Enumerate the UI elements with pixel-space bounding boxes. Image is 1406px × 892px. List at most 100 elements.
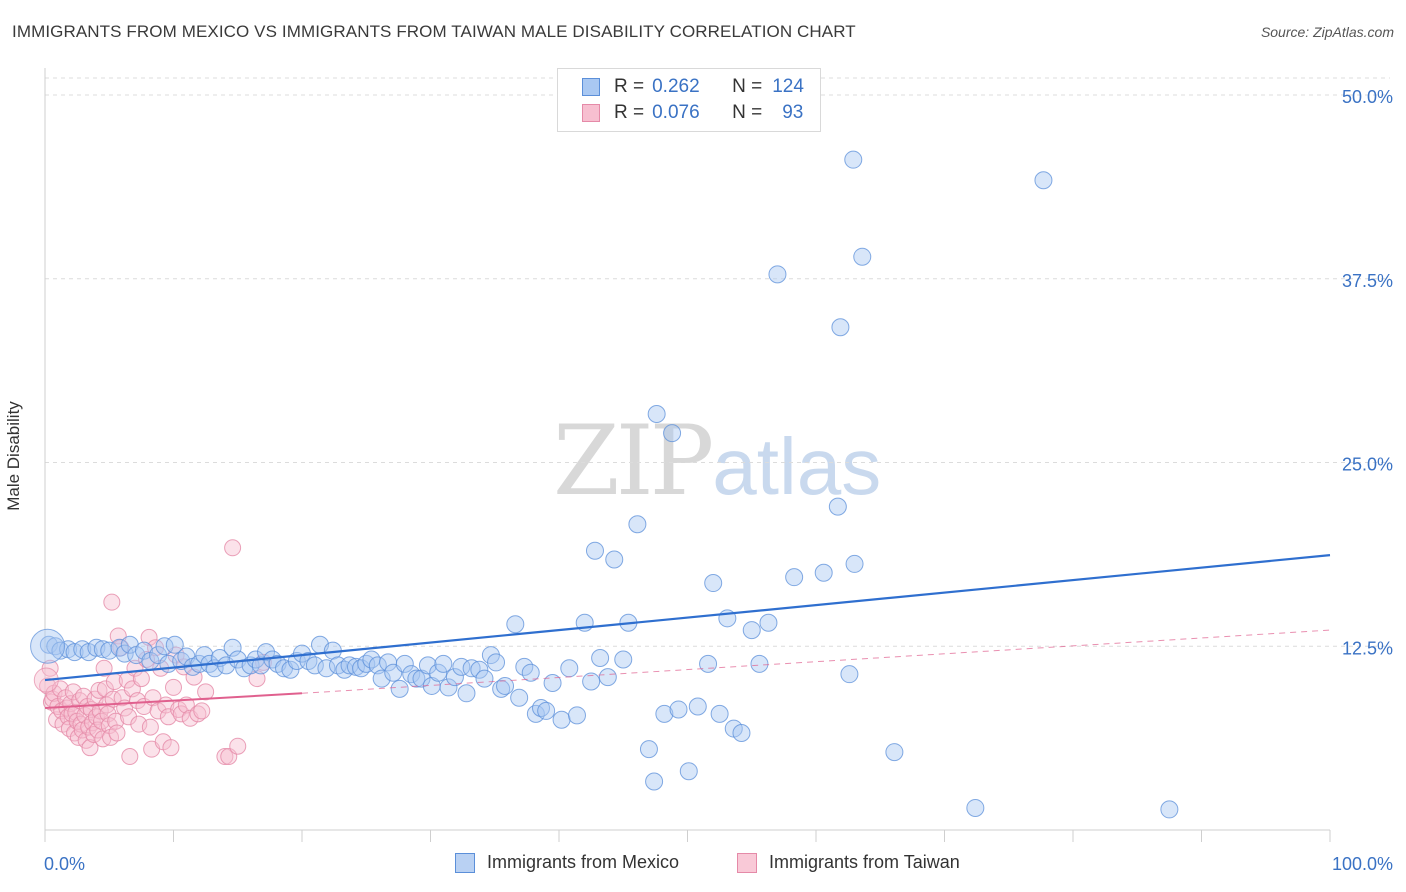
legend-label-taiwan: Immigrants from Taiwan [769,852,960,872]
legend-label-mexico: Immigrants from Mexico [487,852,680,872]
legend-swatch-mexico [455,852,475,873]
data-point-mexico [567,706,586,725]
legend-n-value: 93 [782,102,804,123]
data-point-mexico [223,638,242,657]
data-point-mexico [768,265,787,284]
data-point-mexico [647,404,666,423]
data-point-mexico [710,704,729,723]
trendline-taiwan-extension [301,629,1331,694]
legend-n-label: N = [732,102,763,123]
data-point-mexico [462,659,481,678]
data-point-mexico [560,659,579,678]
data-point-mexico [537,701,556,720]
data-point-taiwan [51,680,69,698]
legend-r-value: 0.262 [652,76,700,97]
data-point-mexico [840,665,859,684]
data-point-mexico [439,678,458,697]
data-point-taiwan [197,683,215,701]
data-point-mexico [845,554,864,573]
legend-r-label: R = [614,76,645,97]
legend-swatch-taiwan [582,104,600,122]
data-point-mexico [966,798,985,817]
legend-swatch-mexico [582,78,600,96]
y-tick-label: 25.0% [1342,455,1393,475]
data-point-mexico [257,643,276,662]
legend-item-taiwan: Immigrants from Taiwan [737,852,960,873]
legend-row-mexico: R = 0.262 N = 124 [582,75,804,99]
data-point-mexico [532,698,551,717]
data-point-mexico [582,672,601,691]
data-point-mexico [1160,800,1179,819]
legend-row-taiwan: R = 0.076 N = 93 [582,101,803,125]
data-point-taiwan [216,748,234,765]
data-point-mexico [828,497,847,516]
data-point-taiwan [140,628,158,646]
data-point-taiwan [224,539,242,557]
data-point-mexico [663,424,682,443]
data-point-mexico [510,688,529,707]
data-point-mexico [100,641,119,660]
data-point-mexico [434,654,453,673]
data-point-mexico [844,150,863,169]
correlation-legend: R = 0.262 N = 124 R = 0.076 N = 93 [557,68,821,132]
data-point-taiwan [132,670,150,688]
data-point-mexico [614,650,633,669]
zipatlas-watermark: ZIPatlas [553,405,881,517]
watermark-atlas: atlas [712,422,882,511]
data-point-mexico [750,654,769,673]
y-tick-label: 12.5% [1342,638,1393,658]
x-tick-label: 100.0% [1332,854,1393,874]
legend-item-mexico: Immigrants from Mexico [455,852,679,873]
data-point-mexico [628,515,647,534]
legend-swatch-taiwan [737,852,757,873]
y-tick-label: 50.0% [1342,87,1393,107]
y-tick-label: 37.5% [1342,271,1393,291]
data-point-taiwan [103,593,121,611]
data-point-taiwan [141,718,159,736]
data-point-taiwan [193,702,211,720]
watermark-zip: ZIP [553,405,714,517]
series-legend: Immigrants from Mexico Immigrants from T… [0,852,1406,878]
data-point-mexico [831,318,850,337]
data-point-mexico [475,669,494,688]
data-point-mexico [487,653,506,672]
data-point-taiwan [170,700,188,718]
data-point-mexico [645,772,664,791]
data-point-taiwan [121,748,139,765]
data-point-mexico [688,697,707,716]
x-tick-label: 0.0% [44,854,85,874]
data-point-taiwan [64,683,82,701]
data-point-mexico [317,659,336,678]
data-point-mexico [605,550,624,569]
trendline-taiwan [44,692,303,709]
source-label: Source: ZipAtlas.com [1260,24,1394,40]
data-point-mexico [552,710,571,729]
data-point-mexico [134,641,153,660]
legend-r-value: 0.076 [652,102,700,123]
data-point-mexico [585,541,604,560]
data-point-mexico [110,638,129,657]
data-point-mexico [470,660,489,679]
data-point-mexico [281,660,300,679]
data-point-taiwan [90,681,108,699]
data-point-taiwan [172,705,190,723]
data-point-mexico [305,656,324,675]
legend-n-label: N = [732,76,763,97]
data-point-mexico [526,704,545,723]
data-point-mexico [1034,171,1053,190]
data-point-mexico [390,679,409,698]
data-point-mexico [704,574,723,593]
data-point-mexico [418,656,437,675]
data-point-mexico [506,615,525,634]
data-point-taiwan [95,659,113,677]
data-point-mexico [679,762,698,781]
data-point-mexico [445,668,464,687]
data-point-mexico [429,663,448,682]
data-point-mexico [591,649,610,668]
data-point-mexico [372,669,391,688]
data-point-mexico [742,621,761,640]
data-point-mexico [521,663,540,682]
data-point-mexico [814,563,833,582]
data-point-mexico [759,613,778,632]
